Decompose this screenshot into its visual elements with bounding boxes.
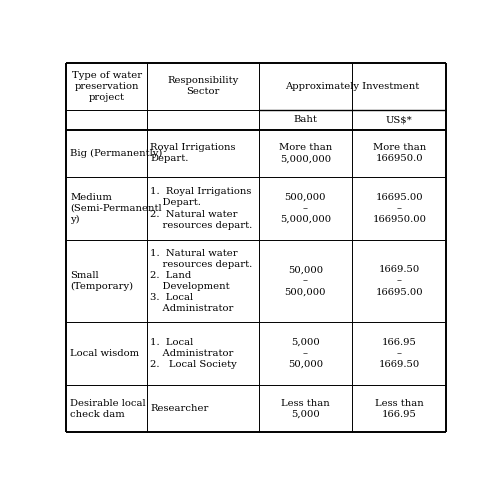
Text: Big (Permanently): Big (Permanently) <box>70 148 162 158</box>
Text: Small
(Temporary): Small (Temporary) <box>70 271 134 291</box>
Text: Type of water
preservation
project: Type of water preservation project <box>72 71 142 102</box>
Text: More than
5,000,000: More than 5,000,000 <box>279 143 332 163</box>
Text: 1669.50
–
16695.00: 1669.50 – 16695.00 <box>376 266 423 296</box>
Text: 16695.00
–
166950.00: 16695.00 – 166950.00 <box>372 193 426 224</box>
Text: Less than
5,000: Less than 5,000 <box>281 399 330 419</box>
Text: Less than
166.95: Less than 166.95 <box>375 399 424 419</box>
Text: Desirable local
check dam: Desirable local check dam <box>70 399 146 419</box>
Text: 166.95
–
1669.50: 166.95 – 1669.50 <box>378 338 420 369</box>
Text: US$*: US$* <box>386 115 412 124</box>
Text: Medium
(Semi-Permanentl
y): Medium (Semi-Permanentl y) <box>70 193 162 224</box>
Text: Baht: Baht <box>294 115 318 124</box>
Text: 1.  Royal Irrigations
    Depart.
2.  Natural water
    resources depart.: 1. Royal Irrigations Depart. 2. Natural … <box>150 187 252 230</box>
Text: Responsibility
Sector: Responsibility Sector <box>168 76 238 96</box>
Text: 50,000
–
500,000: 50,000 – 500,000 <box>284 266 326 296</box>
Text: 5,000
–
50,000: 5,000 – 50,000 <box>288 338 323 369</box>
Text: Local wisdom: Local wisdom <box>70 349 140 358</box>
Text: Researcher: Researcher <box>150 404 208 413</box>
Text: Royal Irrigations
Depart.: Royal Irrigations Depart. <box>150 143 236 163</box>
Text: Approximately Investment: Approximately Investment <box>285 82 420 91</box>
Text: 500,000
–
5,000,000: 500,000 – 5,000,000 <box>280 193 331 224</box>
Text: 1.  Natural water
    resources depart.
2.  Land
    Development
3.  Local
    A: 1. Natural water resources depart. 2. La… <box>150 249 252 313</box>
Text: 1.  Local
    Administrator
2.   Local Society: 1. Local Administrator 2. Local Society <box>150 338 237 369</box>
Text: More than
166950.0: More than 166950.0 <box>372 143 426 163</box>
